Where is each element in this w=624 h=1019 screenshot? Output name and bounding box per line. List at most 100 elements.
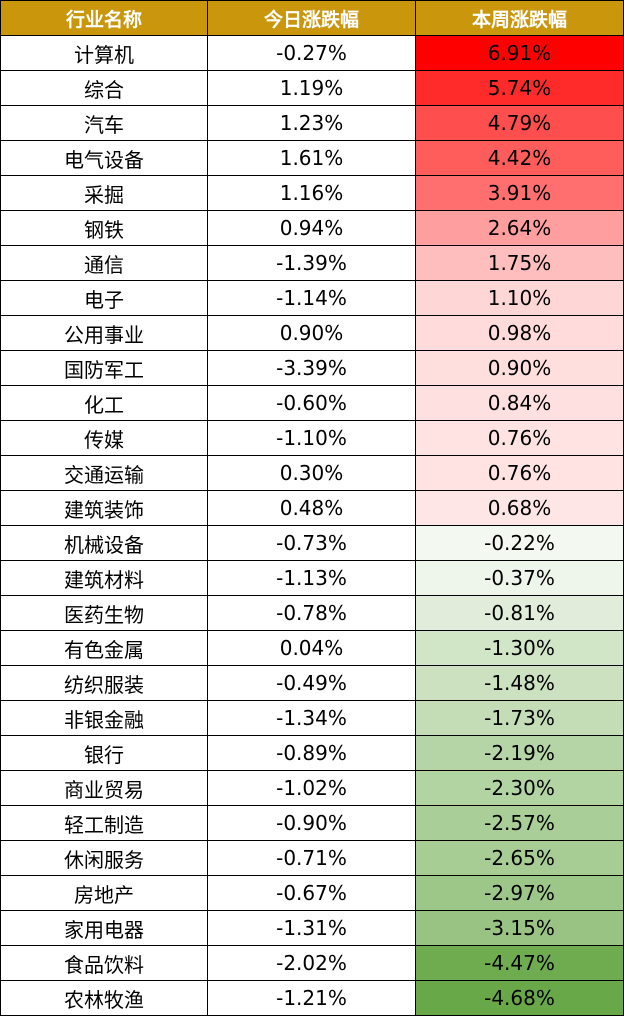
table-row: 综合 1.19% 5.74% <box>0 70 624 106</box>
weekly-change: -2.57% <box>415 805 624 841</box>
industry-name: 通信 <box>0 245 208 281</box>
daily-change: -1.10% <box>207 420 416 456</box>
daily-change: -1.34% <box>207 700 416 736</box>
industry-name: 食品饮料 <box>0 945 208 981</box>
weekly-change: -1.48% <box>415 665 624 701</box>
table-row: 国防军工 -3.39% 0.90% <box>0 350 624 386</box>
table-row: 医药生物 -0.78% -0.81% <box>0 595 624 631</box>
table-row: 交通运输 0.30% 0.76% <box>0 455 624 491</box>
daily-change: -0.27% <box>207 35 416 71</box>
table-row: 轻工制造 -0.90% -2.57% <box>0 805 624 841</box>
weekly-change: 0.68% <box>415 490 624 526</box>
industry-name: 房地产 <box>0 875 208 911</box>
weekly-change: -1.30% <box>415 630 624 666</box>
weekly-change: 0.76% <box>415 420 624 456</box>
weekly-change: 4.42% <box>415 140 624 176</box>
table-row: 商业贸易 -1.02% -2.30% <box>0 770 624 806</box>
daily-change: -2.02% <box>207 945 416 981</box>
industry-name: 家用电器 <box>0 910 208 946</box>
table-row: 采掘 1.16% 3.91% <box>0 175 624 211</box>
weekly-change: 0.76% <box>415 455 624 491</box>
daily-change: 0.90% <box>207 315 416 351</box>
industry-name: 农林牧渔 <box>0 980 208 1016</box>
header-cell: 今日涨跌幅 <box>207 0 416 36</box>
weekly-change: -0.37% <box>415 560 624 596</box>
weekly-change: -4.47% <box>415 945 624 981</box>
table-row: 机械设备 -0.73% -0.22% <box>0 525 624 561</box>
daily-change: 1.16% <box>207 175 416 211</box>
weekly-change: 1.75% <box>415 245 624 281</box>
header-cell: 本周涨跌幅 <box>415 0 624 36</box>
daily-change: 1.23% <box>207 105 416 141</box>
industry-name: 综合 <box>0 70 208 106</box>
table-row: 房地产 -0.67% -2.97% <box>0 875 624 911</box>
table-row: 公用事业 0.90% 0.98% <box>0 315 624 351</box>
table-row: 计算机 -0.27% 6.91% <box>0 35 624 71</box>
table-row: 建筑装饰 0.48% 0.68% <box>0 490 624 526</box>
daily-change: -1.02% <box>207 770 416 806</box>
industry-name: 国防军工 <box>0 350 208 386</box>
daily-change: -1.14% <box>207 280 416 316</box>
weekly-change: 0.90% <box>415 350 624 386</box>
industry-name: 交通运输 <box>0 455 208 491</box>
daily-change: 0.48% <box>207 490 416 526</box>
weekly-change: -0.22% <box>415 525 624 561</box>
daily-change: -0.49% <box>207 665 416 701</box>
table-row: 食品饮料 -2.02% -4.47% <box>0 945 624 981</box>
daily-change: 0.30% <box>207 455 416 491</box>
industry-name: 电气设备 <box>0 140 208 176</box>
table-row: 通信 -1.39% 1.75% <box>0 245 624 281</box>
daily-change: -1.21% <box>207 980 416 1016</box>
table-row: 家用电器 -1.31% -3.15% <box>0 910 624 946</box>
daily-change: -0.89% <box>207 735 416 771</box>
header-row: 行业名称 今日涨跌幅 本周涨跌幅 <box>0 0 624 36</box>
table-row: 有色金属 0.04% -1.30% <box>0 630 624 666</box>
industry-name: 计算机 <box>0 35 208 71</box>
table-row: 非银金融 -1.34% -1.73% <box>0 700 624 736</box>
table-row: 纺织服装 -0.49% -1.48% <box>0 665 624 701</box>
weekly-change: 3.91% <box>415 175 624 211</box>
industry-name: 商业贸易 <box>0 770 208 806</box>
industry-name: 医药生物 <box>0 595 208 631</box>
daily-change: 1.19% <box>207 70 416 106</box>
weekly-change: -2.97% <box>415 875 624 911</box>
table-row: 农林牧渔 -1.21% -4.68% <box>0 980 624 1016</box>
industry-name: 建筑材料 <box>0 560 208 596</box>
industry-name: 汽车 <box>0 105 208 141</box>
daily-change: -1.13% <box>207 560 416 596</box>
daily-change: 0.94% <box>207 210 416 246</box>
weekly-change: -2.30% <box>415 770 624 806</box>
industry-name: 传媒 <box>0 420 208 456</box>
industry-name: 机械设备 <box>0 525 208 561</box>
table-row: 传媒 -1.10% 0.76% <box>0 420 624 456</box>
daily-change: -0.67% <box>207 875 416 911</box>
weekly-change: 2.64% <box>415 210 624 246</box>
daily-change: 1.61% <box>207 140 416 176</box>
table-row: 建筑材料 -1.13% -0.37% <box>0 560 624 596</box>
industry-name: 化工 <box>0 385 208 421</box>
industry-name: 纺织服装 <box>0 665 208 701</box>
industry-name: 采掘 <box>0 175 208 211</box>
table-row: 电子 -1.14% 1.10% <box>0 280 624 316</box>
table-row: 休闲服务 -0.71% -2.65% <box>0 840 624 876</box>
daily-change: -0.73% <box>207 525 416 561</box>
industry-name: 休闲服务 <box>0 840 208 876</box>
daily-change: -0.90% <box>207 805 416 841</box>
weekly-change: 6.91% <box>415 35 624 71</box>
industry-name: 银行 <box>0 735 208 771</box>
daily-change: 0.04% <box>207 630 416 666</box>
weekly-change: -2.19% <box>415 735 624 771</box>
industry-name: 建筑装饰 <box>0 490 208 526</box>
industry-name: 电子 <box>0 280 208 316</box>
industry-name: 非银金融 <box>0 700 208 736</box>
table-body: 计算机 -0.27% 6.91% 综合 1.19% 5.74% 汽车 1.23% 4.79% 电气… <box>0 35 624 1016</box>
weekly-change: 4.79% <box>415 105 624 141</box>
header-cell: 行业名称 <box>0 0 208 36</box>
weekly-change: -3.15% <box>415 910 624 946</box>
weekly-change: 0.84% <box>415 385 624 421</box>
weekly-change: 1.10% <box>415 280 624 316</box>
industry-name: 公用事业 <box>0 315 208 351</box>
table-row: 化工 -0.60% 0.84% <box>0 385 624 421</box>
